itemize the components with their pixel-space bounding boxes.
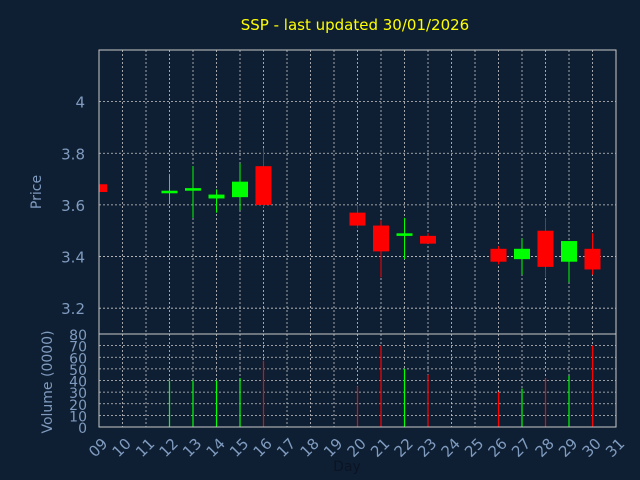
candles (98, 148, 601, 283)
candle-body (208, 194, 225, 199)
candle-body (255, 166, 272, 205)
volume-y-tick-label: 20 (69, 398, 87, 414)
price-y-tick-label: 3.2 (61, 300, 85, 318)
price-y-tick-label: 3.4 (61, 249, 85, 267)
volume-bars (168, 345, 594, 427)
volume-frame (98, 333, 617, 428)
price-y-tick-label: 3.8 (61, 145, 85, 163)
candle-body (561, 241, 577, 262)
volume-y-tick-label: 70 (69, 340, 87, 356)
candle (514, 238, 530, 275)
candle (208, 189, 225, 213)
candle (98, 184, 107, 192)
volume-y-tick-label: 80 (69, 328, 87, 344)
candle-body (514, 248, 530, 260)
candle (232, 163, 248, 211)
volume-y-tick-label: 60 (69, 351, 87, 367)
candle-body (185, 188, 201, 191)
candle-body (490, 248, 507, 262)
volume-y-tick-label: 40 (69, 375, 87, 391)
price-y-tick-label: 4 (75, 94, 85, 112)
candle (584, 233, 601, 275)
candle-body (584, 248, 601, 270)
candle-body (373, 225, 389, 252)
candle (561, 241, 577, 283)
price-panel: 3.2 3.4 3.6 3.8 4 Price (29, 49, 617, 335)
price-axis-label: Price (29, 175, 45, 209)
candle-body (349, 212, 366, 226)
price-y-ticks: 3.2 3.4 3.6 3.8 4 (61, 94, 85, 319)
volume-y-tick-label: 50 (69, 363, 87, 379)
volume-y-tick-label: 0 (78, 421, 87, 437)
x-axis-label: Day (333, 459, 361, 475)
candle (420, 233, 436, 244)
candle-body (537, 230, 554, 267)
candle (396, 217, 413, 260)
candle-body (161, 190, 178, 194)
candle-body (99, 184, 107, 192)
price-y-tick-label: 3.6 (61, 197, 85, 215)
x-ticks: 0910111213141516171819202122232425262728… (85, 435, 628, 461)
candle (255, 148, 272, 208)
volume-axis-label: Volume (0000) (40, 330, 56, 433)
candle (185, 166, 201, 218)
candle (373, 220, 389, 278)
candle (161, 173, 178, 203)
volume-y-tick-label: 30 (69, 386, 87, 402)
candle (537, 217, 554, 278)
volume-y-tick-label: 10 (69, 409, 87, 425)
candle (349, 204, 366, 229)
candle-body (396, 233, 413, 236)
candle-body (232, 181, 248, 198)
candle (490, 246, 507, 265)
candle-body (420, 235, 436, 244)
chart-title: SSP - last updated 30/01/2026 (241, 16, 469, 34)
